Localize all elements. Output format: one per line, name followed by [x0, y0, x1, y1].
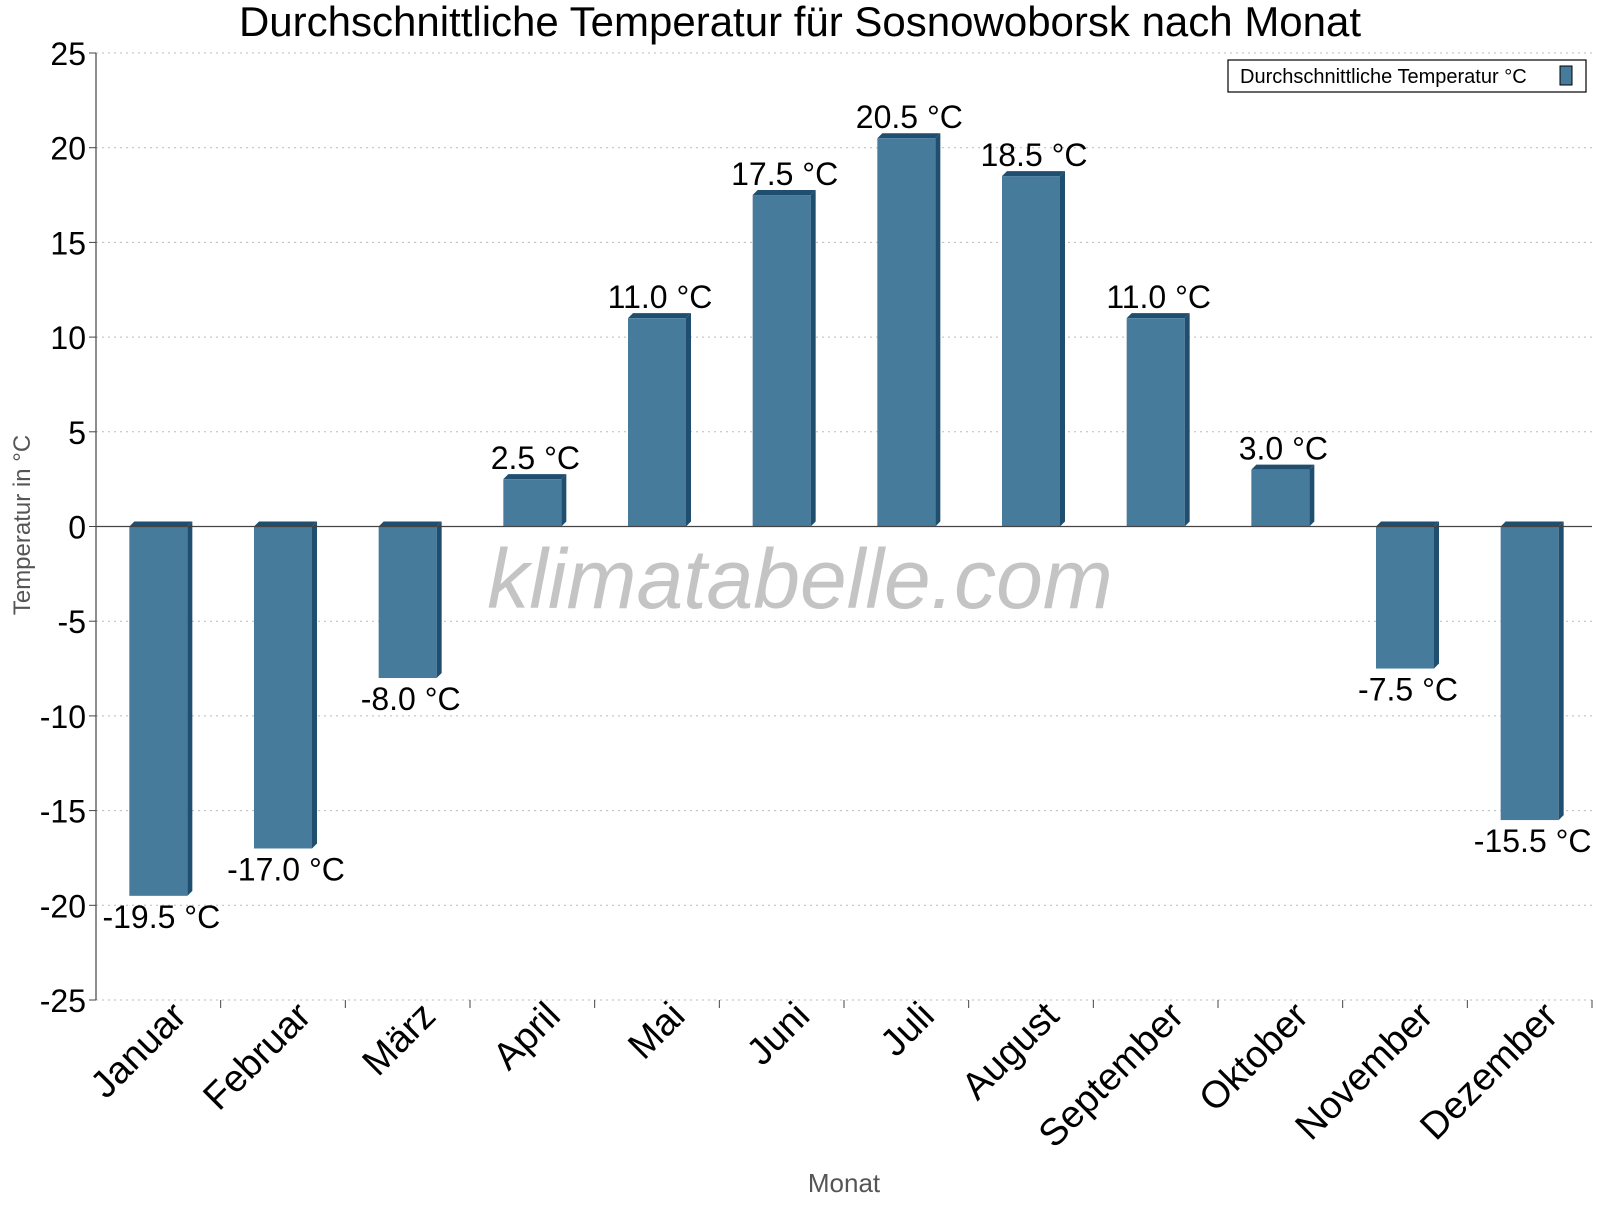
bar-front: [1500, 526, 1559, 821]
x-tick-label: Oktober: [1191, 994, 1317, 1120]
bar-top: [1126, 313, 1190, 319]
bar-top: [1376, 521, 1439, 527]
data-labels: -19.5 °C-17.0 °C -8.0 °C 2.5 °C 11.0 °C 17.5…: [102, 99, 1591, 935]
x-axis-label: Monat: [808, 1168, 881, 1198]
x-tick-label: April: [485, 995, 568, 1078]
bar: [378, 521, 442, 679]
bar-front: [1002, 176, 1060, 527]
bar-front: [1376, 526, 1434, 669]
bar-front: [628, 318, 686, 527]
axes: [89, 52, 1593, 1008]
y-tick-label: 15: [50, 225, 86, 261]
bar-top: [877, 133, 941, 139]
data-label: 17.5 °C: [731, 156, 838, 192]
y-axis-label: Temperatur in °C: [9, 435, 36, 615]
bar-side: [1434, 521, 1439, 669]
x-tick-label: Mai: [620, 995, 693, 1068]
bar-top: [752, 190, 816, 196]
bar-front: [1126, 318, 1185, 527]
bar-front: [503, 479, 562, 527]
y-tick-label: -20: [40, 888, 86, 924]
bar: [877, 133, 941, 527]
y-tick-label: 5: [68, 415, 86, 451]
bar: [628, 313, 691, 527]
bar-front: [877, 138, 936, 527]
bar-front: [378, 526, 437, 679]
bar-side: [436, 521, 442, 679]
legend-box: [1227, 59, 1587, 93]
x-tick-label: August: [954, 994, 1068, 1108]
x-tick-label: Februar: [196, 994, 320, 1118]
bar-top: [1002, 171, 1065, 177]
data-label: 11.0 °C: [608, 279, 713, 315]
bar-top: [628, 313, 691, 319]
watermark: klimatabelle.com: [487, 532, 1113, 626]
data-label: -8.0 °C: [361, 681, 461, 717]
y-tick-label: 20: [50, 131, 86, 167]
data-label: 18.5 °C: [980, 137, 1087, 173]
bar-side: [1309, 464, 1315, 527]
data-label: -19.5 °C: [102, 899, 220, 935]
y-tick-label: -10: [40, 699, 86, 735]
bar: [752, 190, 816, 527]
bar: [1251, 464, 1315, 527]
bar-side: [1558, 521, 1564, 821]
bar-front: [752, 195, 811, 527]
bar: [254, 521, 317, 849]
x-tick-label: März: [355, 995, 444, 1084]
y-tick-labels: 25 20 15 10 5 0 -5 -10 -15 -20 -25: [40, 36, 86, 1019]
bars: [129, 133, 1564, 896]
bar-top: [378, 521, 442, 527]
bar-top: [1251, 464, 1315, 470]
x-tick-label: Juli: [873, 995, 943, 1065]
bar-top: [503, 474, 567, 480]
y-tick-label: 0: [68, 510, 86, 546]
bar-side: [1184, 313, 1190, 527]
y-tick-label: -25: [40, 983, 86, 1019]
bar: [1500, 521, 1564, 821]
bar-front: [254, 526, 312, 849]
data-label: 11.0 °C: [1106, 279, 1211, 315]
bar: [1126, 313, 1190, 527]
bar-side: [312, 521, 317, 849]
y-tick-label: -5: [58, 604, 86, 640]
bar-side: [810, 190, 816, 527]
data-label: 2.5 °C: [491, 440, 580, 476]
bar-side: [561, 474, 567, 527]
legend-swatch: [1559, 65, 1573, 86]
bar-side: [187, 521, 193, 896]
bar-side: [686, 313, 691, 527]
data-label: 20.5 °C: [856, 99, 963, 135]
bar-front: [1251, 469, 1310, 527]
data-label: -7.5 °C: [1358, 672, 1458, 708]
y-tick-label: 10: [50, 320, 86, 356]
x-tick-labels: Januar Februar März April Mai Juni Juli AugustS…: [83, 994, 1566, 1155]
x-tick-label: Januar: [83, 994, 195, 1106]
y-tick-label: 25: [50, 36, 86, 72]
data-label: -17.0 °C: [227, 851, 345, 887]
data-label: 3.0 °C: [1239, 431, 1328, 467]
bar: [129, 521, 193, 896]
bar-top: [1500, 521, 1564, 527]
bar: [503, 474, 567, 527]
bar: [1376, 521, 1439, 669]
bar: [1002, 171, 1065, 527]
x-tick-label: Dezember: [1412, 994, 1566, 1148]
bar-front: [129, 526, 188, 896]
data-label: -15.5 °C: [1474, 823, 1592, 859]
bar-top: [129, 521, 193, 527]
bar-side: [1060, 171, 1065, 527]
legend-label: Durchschnittliche Temperatur °C: [1240, 66, 1527, 88]
legend: Durchschnittliche Temperatur °C: [1227, 59, 1587, 93]
chart-title: Durchschnittliche Temperatur für Sosnowo…: [239, 0, 1361, 45]
bar-side: [935, 133, 941, 527]
y-tick-label: -15: [40, 794, 86, 830]
bar-top: [254, 521, 317, 527]
x-tick-label: Juni: [739, 995, 818, 1074]
